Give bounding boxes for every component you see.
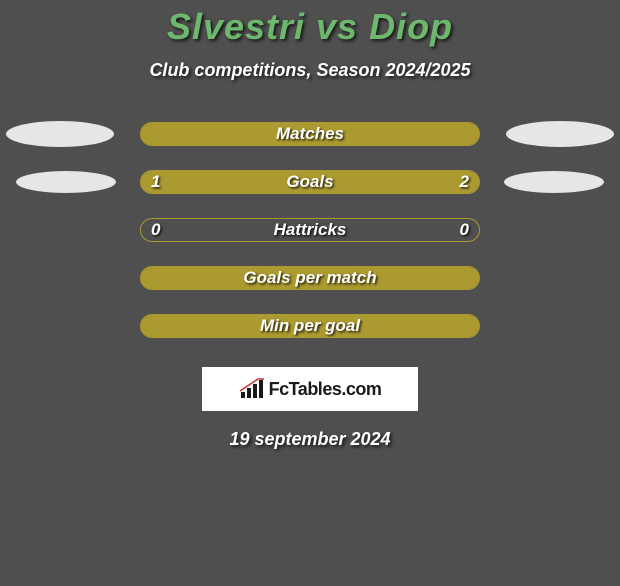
stat-row: Matches	[0, 121, 620, 147]
subtitle: Club competitions, Season 2024/2025	[0, 60, 620, 81]
bar-left-fill	[141, 171, 246, 193]
stat-bar: Matches	[140, 122, 480, 146]
stat-row: 0 Hattricks 0	[0, 217, 620, 243]
stat-value-right: 0	[460, 220, 469, 240]
stat-row: Goals per match	[0, 265, 620, 291]
stat-bar: 0 Hattricks 0	[140, 218, 480, 242]
bar-chart-icon	[239, 378, 265, 400]
stat-row: Min per goal	[0, 313, 620, 339]
comparison-card: Slvestri vs Diop Club competitions, Seas…	[0, 6, 620, 450]
bar-left-fill	[141, 123, 479, 145]
stat-bar: 1 Goals 2	[140, 170, 480, 194]
page-title: Slvestri vs Diop	[0, 6, 620, 48]
stat-value-left: 0	[151, 220, 160, 240]
player-marker-right	[504, 171, 604, 193]
bar-left-fill	[141, 315, 479, 337]
player-marker-left	[6, 121, 114, 147]
bar-right-fill	[246, 171, 479, 193]
stat-label: Hattricks	[141, 220, 479, 240]
player-marker-left	[16, 171, 116, 193]
stat-rows: Matches 1 Goals 2 0 Hattricks	[0, 121, 620, 339]
branding-logo: FcTables.com	[202, 367, 418, 411]
stat-row: 1 Goals 2	[0, 169, 620, 195]
player-marker-right	[506, 121, 614, 147]
date-label: 19 september 2024	[0, 429, 620, 450]
stat-bar: Goals per match	[140, 266, 480, 290]
branding-text: FcTables.com	[269, 379, 382, 400]
stat-bar: Min per goal	[140, 314, 480, 338]
bar-left-fill	[141, 267, 479, 289]
